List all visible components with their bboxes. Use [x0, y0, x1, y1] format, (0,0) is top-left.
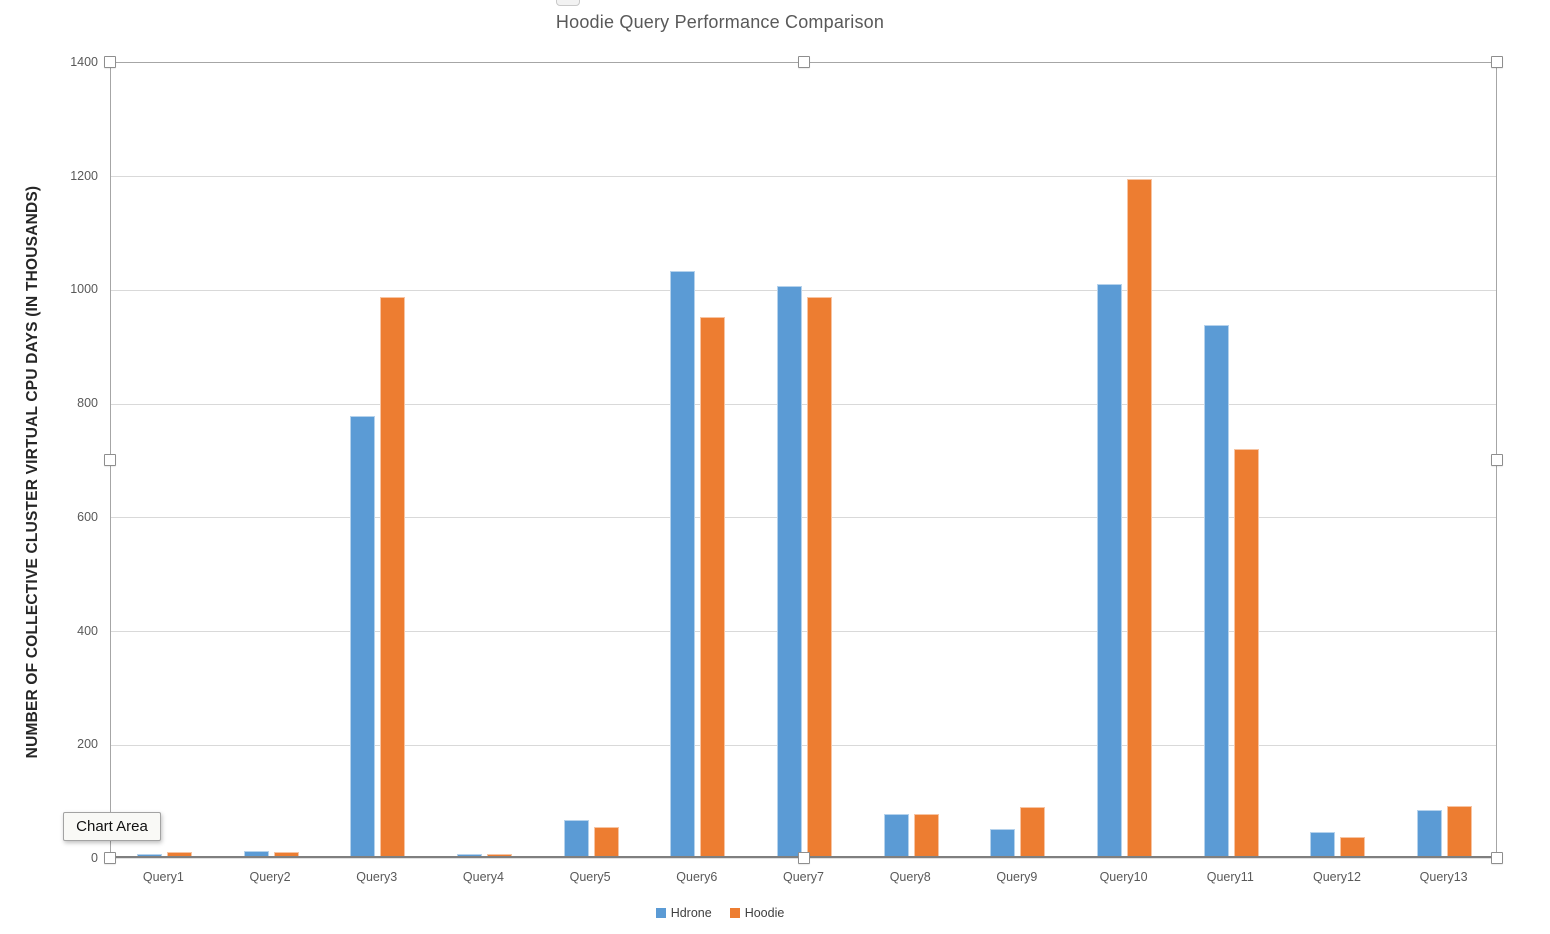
bar-hdrone-query3[interactable] [350, 416, 376, 857]
bar-hoodie-query6[interactable] [700, 316, 726, 857]
y-axis-tick-labels: 0 200 400 600 800 1000 1200 1400 [0, 0, 98, 934]
x-tick-label: Query1 [142, 870, 184, 884]
bar-hoodie-query13[interactable] [1447, 806, 1473, 857]
legend-item-hdrone[interactable]: Hdrone [655, 906, 712, 920]
x-tick-label: Query8 [889, 870, 931, 884]
selection-handle[interactable] [104, 454, 116, 466]
selection-handle[interactable] [797, 852, 810, 864]
x-tick-label: Query12 [1312, 870, 1361, 884]
gridline [111, 744, 1496, 746]
plot-area[interactable] [110, 62, 1497, 858]
bar-hoodie-query12[interactable] [1340, 837, 1366, 857]
bar-hoodie-query3[interactable] [380, 296, 406, 857]
selection-handle[interactable] [1491, 454, 1503, 466]
selection-handle[interactable] [104, 852, 116, 864]
gridline [111, 403, 1496, 405]
chart-title[interactable]: Hoodie Query Performance Comparison [555, 12, 885, 32]
y-tick-label: 600 [77, 509, 98, 524]
bar-hoodie-query7[interactable] [807, 296, 832, 857]
bar-hdrone-query7[interactable] [777, 285, 802, 857]
selection-handle[interactable] [1491, 56, 1503, 68]
selection-handle[interactable] [104, 56, 116, 68]
x-axis-tick-labels: Query1 Query2 Query3 Query4 Query5 Query6 Quer… [110, 870, 1497, 888]
gridline [111, 517, 1496, 519]
bar-hoodie-query11[interactable] [1233, 448, 1259, 857]
bar-hdrone-query5[interactable] [563, 820, 589, 857]
bar-hdrone-query1[interactable] [136, 854, 162, 857]
bar-hdrone-query11[interactable] [1203, 325, 1229, 857]
bar-hdrone-query4[interactable] [456, 854, 482, 857]
gridline [111, 631, 1496, 633]
y-tick-label: 1400 [70, 55, 98, 69]
x-tick-label: Query2 [249, 870, 291, 884]
bar-hoodie-query2[interactable] [273, 851, 299, 857]
legend-label: Hoodie [744, 906, 785, 920]
x-tick-label: Query11 [1206, 870, 1254, 884]
x-tick-label: Query7 [783, 870, 824, 884]
bar-hdrone-query12[interactable] [1310, 831, 1336, 857]
x-tick-label: Query5 [569, 870, 611, 884]
y-tick-label: 1200 [70, 168, 98, 183]
y-tick-label: 200 [77, 737, 98, 752]
y-tick-label: 0 [91, 851, 98, 865]
x-tick-label: Query3 [356, 870, 398, 884]
bar-hoodie-query8[interactable] [913, 813, 939, 857]
gridline [111, 289, 1496, 291]
legend-label: Hdrone [670, 906, 712, 920]
legend-swatch-icon [729, 908, 740, 918]
x-tick-label: Query13 [1419, 870, 1468, 884]
chart-object-edge-handle[interactable] [556, 0, 580, 6]
bar-hoodie-query4[interactable] [486, 854, 512, 857]
bar-hoodie-query10[interactable] [1127, 178, 1153, 857]
y-tick-label: 1000 [70, 282, 98, 297]
y-tick-label: 400 [77, 623, 98, 638]
x-tick-label: Query9 [996, 870, 1038, 884]
chart-area-tooltip: Chart Area [63, 812, 161, 841]
x-tick-label: Query4 [462, 870, 504, 884]
legend[interactable]: Hdrone Hoodie [0, 906, 1440, 920]
bar-hdrone-query8[interactable] [883, 814, 909, 857]
bar-hdrone-query6[interactable] [670, 271, 696, 857]
selection-handle[interactable] [797, 56, 810, 68]
selection-handle[interactable] [1491, 852, 1503, 864]
legend-item-hoodie[interactable]: Hoodie [729, 906, 785, 920]
legend-swatch-icon [655, 908, 666, 918]
x-tick-label: Query6 [676, 870, 718, 884]
bar-hoodie-query9[interactable] [1020, 806, 1046, 857]
bar-hdrone-query9[interactable] [990, 829, 1016, 857]
bar-hdrone-query13[interactable] [1417, 810, 1443, 857]
x-tick-label: Query10 [1099, 870, 1148, 884]
bar-hdrone-query2[interactable] [243, 850, 269, 857]
gridline [111, 176, 1496, 178]
bar-hdrone-query10[interactable] [1097, 283, 1123, 857]
bar-hoodie-query1[interactable] [166, 851, 192, 857]
y-tick-label: 800 [77, 396, 98, 411]
bar-hoodie-query5[interactable] [593, 827, 619, 857]
